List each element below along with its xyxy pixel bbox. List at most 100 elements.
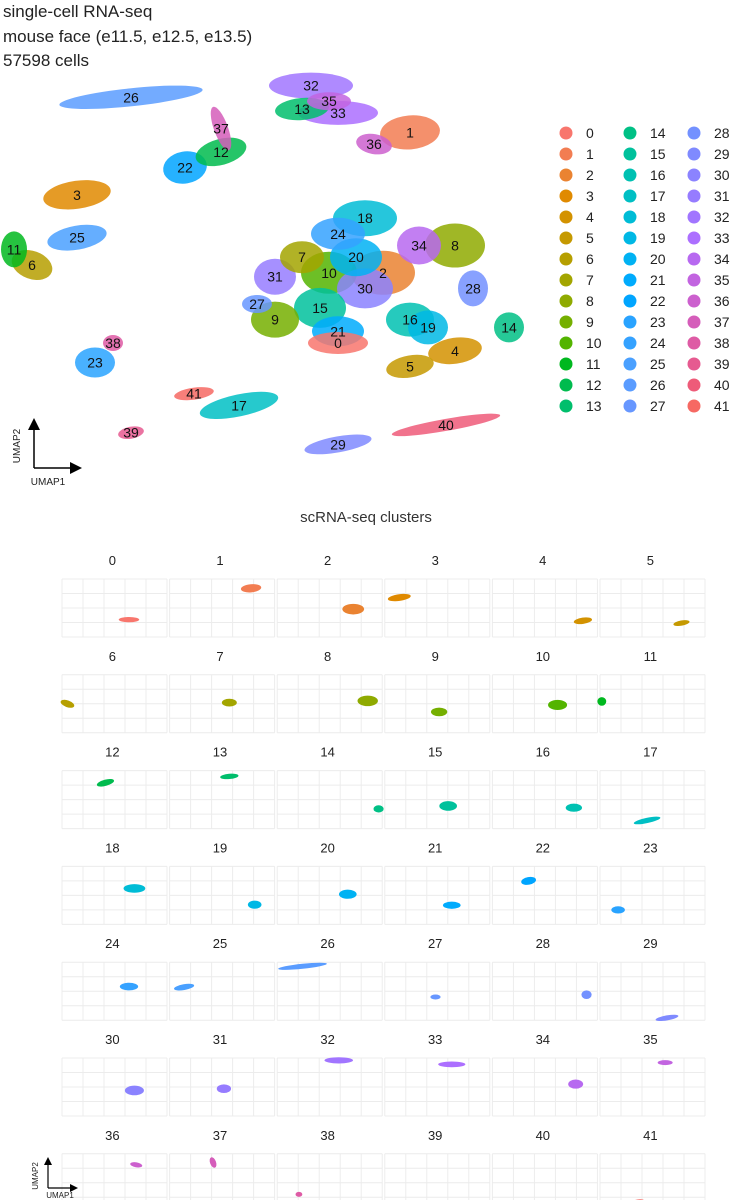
cluster-label-1: 1 [406,124,414,140]
cluster-panel-6: 6 [60,649,168,734]
cluster-panel-13: 13 [169,745,276,830]
cluster-label-23: 23 [87,355,103,371]
legend-label-29: 29 [714,146,730,162]
cluster-panel-title-36: 36 [105,1128,119,1143]
cluster-panel-cells-26 [278,962,327,970]
cluster-panel-4: 4 [491,553,598,638]
cluster-label-31: 31 [267,269,283,285]
cluster-label-24: 24 [330,226,346,242]
legend-label-31: 31 [714,188,730,204]
cluster-panel-16: 16 [491,745,598,830]
cluster-panel-cells-16 [565,803,583,812]
cluster-label-5: 5 [406,358,414,374]
cluster-panel-37: 37 [169,1128,276,1200]
cluster-panel-22: 22 [491,840,598,925]
cluster-40-cells [391,413,501,437]
cluster-5-cells [386,354,434,379]
cluster-label-39: 39 [123,425,139,441]
legend-swatch-41 [687,399,701,413]
legend-label-4: 4 [586,209,594,225]
legend-label-11: 11 [586,356,601,372]
legend-swatch-25 [623,357,637,371]
cluster-panel-title-22: 22 [536,840,550,855]
cluster-label-8: 8 [451,238,459,254]
cluster-panel-title-9: 9 [432,649,439,664]
cluster-label-20: 20 [348,249,364,265]
legend-label-5: 5 [586,230,594,246]
cluster-panel-cells-20 [338,889,357,899]
cluster-panel-cells-15 [439,801,458,811]
cluster-panel-23: 23 [599,840,706,925]
cluster-panel-cells-24 [119,982,139,991]
cluster-panel-28: 28 [491,936,598,1021]
cluster-panel-0: 0 [61,553,168,638]
cluster-panel-8: 8 [276,649,383,734]
small-multiples-axes-indicator: UMAP2 UMAP1 [31,1157,78,1200]
cluster-label-19: 19 [420,319,436,335]
cluster-panel-3: 3 [384,553,491,638]
small-multiples-umap1-label: UMAP1 [46,1191,74,1200]
cluster-panel-title-24: 24 [105,936,119,951]
cluster-label-28: 28 [465,280,481,296]
cluster-label-2: 2 [379,265,387,281]
legend-swatch-39 [687,357,701,371]
cluster-panel-title-33: 33 [428,1032,442,1047]
legend-label-18: 18 [650,209,666,225]
cluster-panel-cells-34 [568,1079,584,1089]
legend-label-25: 25 [650,356,666,372]
cluster-panel-title-37: 37 [213,1128,227,1143]
cluster-panel-cells-12 [96,778,115,787]
cluster-legend: 0123456789101112131415161718192021222324… [559,125,730,414]
cluster-panel-cells-5 [673,620,690,627]
cluster-panel-title-35: 35 [643,1032,657,1047]
cluster-panel-cells-13 [220,773,239,780]
cluster-panel-cells-25 [174,983,195,991]
legend-label-9: 9 [586,314,594,330]
cluster-panel-41: 41 [599,1128,706,1200]
legend-swatch-14 [623,126,637,140]
cluster-32-cells [269,72,353,99]
legend-label-24: 24 [650,335,666,351]
cluster-36-cells [356,133,392,155]
legend-label-0: 0 [586,125,594,141]
legend-label-41: 41 [714,398,730,414]
cluster-panel-15: 15 [384,745,491,830]
legend-swatch-22 [623,294,637,308]
legend-label-40: 40 [714,377,730,393]
cluster-panel-1: 1 [169,553,276,638]
cluster-panel-29: 29 [599,936,706,1022]
cluster-label-10: 10 [321,265,337,281]
legend-swatch-21 [623,273,637,287]
cluster-panel-title-39: 39 [428,1128,442,1143]
small-multiples-title: scRNA-seq clusters [300,509,432,526]
cluster-panel-title-31: 31 [213,1032,227,1047]
legend-label-19: 19 [650,230,666,246]
cluster-panel-cells-9 [430,707,448,717]
cluster-19-cells [408,310,448,345]
cluster-panel-31: 31 [169,1032,276,1117]
legend-swatch-30 [687,168,701,182]
cluster-panel-36: 36 [61,1128,168,1200]
small-multiples-umap2-label: UMAP2 [31,1162,40,1190]
cluster-panel-title-30: 30 [105,1032,119,1047]
legend-swatch-37 [687,315,701,329]
cluster-29-cells [304,434,372,455]
cluster-label-7: 7 [298,249,306,265]
legend-swatch-26 [623,378,637,392]
cluster-panel-2: 2 [276,553,383,638]
legend-swatch-16 [623,168,637,182]
cluster-panel-cells-22 [521,876,537,885]
cluster-39-cells [118,426,144,440]
cluster-17-cells [199,391,279,419]
legend-swatch-35 [687,273,701,287]
cluster-label-22: 22 [177,160,193,176]
cluster-label-33: 33 [330,105,346,121]
cluster-0-cells [308,332,368,354]
cluster-panel-cells-4 [573,617,593,625]
cluster-panel-10: 10 [491,649,598,734]
cluster-panel-20: 20 [276,840,383,925]
cluster-panel-33: 33 [384,1032,491,1117]
cluster-panel-title-14: 14 [320,745,334,760]
